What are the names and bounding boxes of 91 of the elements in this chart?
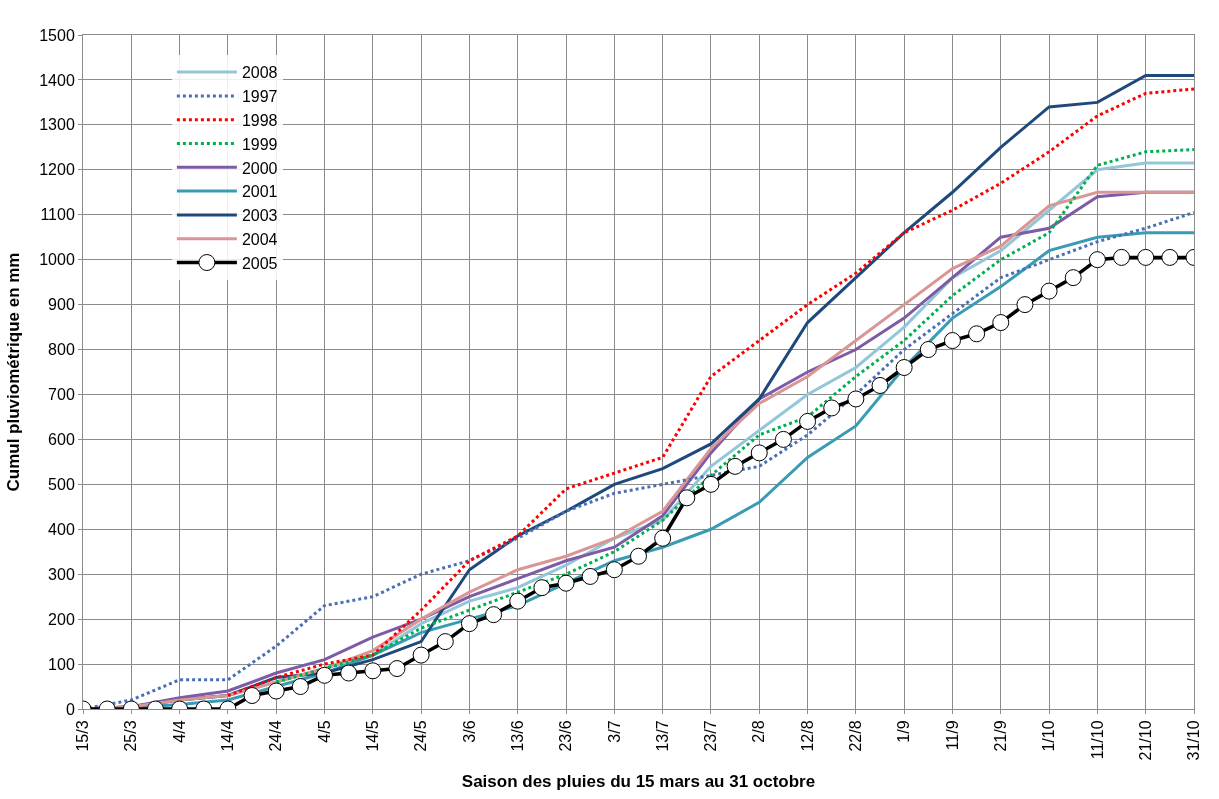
point: [919, 341, 937, 359]
point: [243, 687, 261, 705]
legend-label: 2008: [241, 64, 278, 82]
x-axis-title: Saison des pluies du 15 mars au 31 octobre: [461, 771, 816, 791]
y-tick-label: 700: [48, 386, 75, 404]
point: [895, 359, 913, 376]
x-tick-label: 11/9: [943, 720, 961, 751]
point: [726, 457, 744, 475]
x-tick-label: 23/7: [702, 720, 720, 752]
x-tick-label: 21/10: [1136, 720, 1154, 761]
x-tick-label: 13/6: [508, 720, 526, 752]
y-axis-title: Cumul pluviométrique en mm: [3, 252, 23, 492]
point: [1113, 248, 1131, 266]
point: [1088, 251, 1106, 269]
point: [509, 592, 527, 610]
y-tick-label: 1400: [39, 71, 75, 89]
point: [823, 399, 841, 417]
point: [557, 574, 575, 592]
legend-label: 2001: [241, 183, 278, 201]
y-tick-label: 800: [48, 341, 75, 359]
point: [364, 662, 382, 680]
x-tick-label: 31/10: [1185, 720, 1203, 761]
point: [1016, 296, 1034, 314]
point: [654, 529, 672, 547]
x-tick-label: 22/8: [847, 720, 865, 752]
point: [605, 561, 623, 579]
point: [533, 579, 551, 597]
legend-label: 2000: [241, 159, 278, 177]
y-tick-label: 500: [48, 475, 75, 493]
point: [702, 475, 720, 493]
y-tick-label: 100: [48, 655, 75, 673]
x-tick-label: 11/10: [1088, 720, 1106, 760]
x-tick-label: 21/9: [991, 720, 1009, 752]
x-tick-label: 23/6: [557, 720, 575, 752]
point: [847, 390, 865, 408]
x-tick-label: 4/5: [315, 720, 333, 743]
x-tick-label: 14/5: [364, 720, 382, 752]
point: [1161, 248, 1179, 266]
x-tick-label: 3/7: [605, 720, 623, 743]
x-tick-label: 1/10: [1040, 720, 1058, 752]
point: [340, 664, 358, 682]
point: [460, 615, 478, 633]
line-series: [226, 87, 1194, 698]
legend-label: 1999: [241, 135, 278, 153]
legend-label: 1998: [241, 111, 278, 129]
y-tick-label: 0: [65, 700, 75, 718]
point: [968, 325, 986, 343]
y-tick-label: 400: [48, 520, 75, 538]
y-tick-label: 1100: [40, 206, 75, 224]
y-tick-label: 1500: [39, 26, 75, 44]
point: [485, 606, 503, 624]
point: [291, 678, 309, 696]
point: [943, 332, 961, 350]
point: [992, 314, 1010, 332]
y-tick-label: 600: [48, 431, 75, 448]
y-tick-label: 900: [48, 296, 75, 314]
legend-label: 2004: [241, 230, 278, 248]
point: [581, 567, 599, 585]
legend-label: 2003: [241, 207, 278, 225]
y-tick-label: 1300: [39, 116, 75, 134]
point: [388, 660, 406, 678]
x-tick-label: 1/9: [895, 720, 913, 743]
x-tick-label: 24/4: [267, 720, 285, 752]
y-tick-label: 200: [48, 610, 75, 628]
point: [750, 444, 768, 462]
point: [871, 376, 889, 394]
point: [436, 633, 454, 651]
x-tick-label: 25/3: [122, 720, 140, 752]
y-tick-label: 300: [48, 565, 75, 583]
legend-label: 2005: [241, 254, 278, 272]
x-tick-label: 4/4: [170, 720, 188, 743]
point: [630, 547, 647, 565]
y-tick-label: 1000: [39, 251, 75, 269]
x-tick-label: 24/5: [412, 720, 430, 752]
x-tick-label: 12/8: [798, 720, 816, 752]
point: [1040, 282, 1058, 300]
y-tick-label: 1200: [39, 161, 75, 179]
x-tick-label: 14/4: [219, 720, 237, 752]
legend-label: 1997: [241, 88, 278, 106]
x-tick-label: 2/8: [750, 720, 768, 743]
point: [799, 412, 817, 430]
point: [412, 646, 430, 664]
x-tick-label: 13/7: [653, 720, 671, 752]
x-tick-label: 3/6: [460, 720, 478, 743]
point: [1064, 269, 1082, 287]
point: [678, 489, 696, 507]
point: [774, 430, 792, 448]
point: [1137, 248, 1155, 266]
point: [316, 666, 334, 684]
point: [267, 682, 285, 700]
x-tick-label: 15/3: [74, 720, 92, 752]
